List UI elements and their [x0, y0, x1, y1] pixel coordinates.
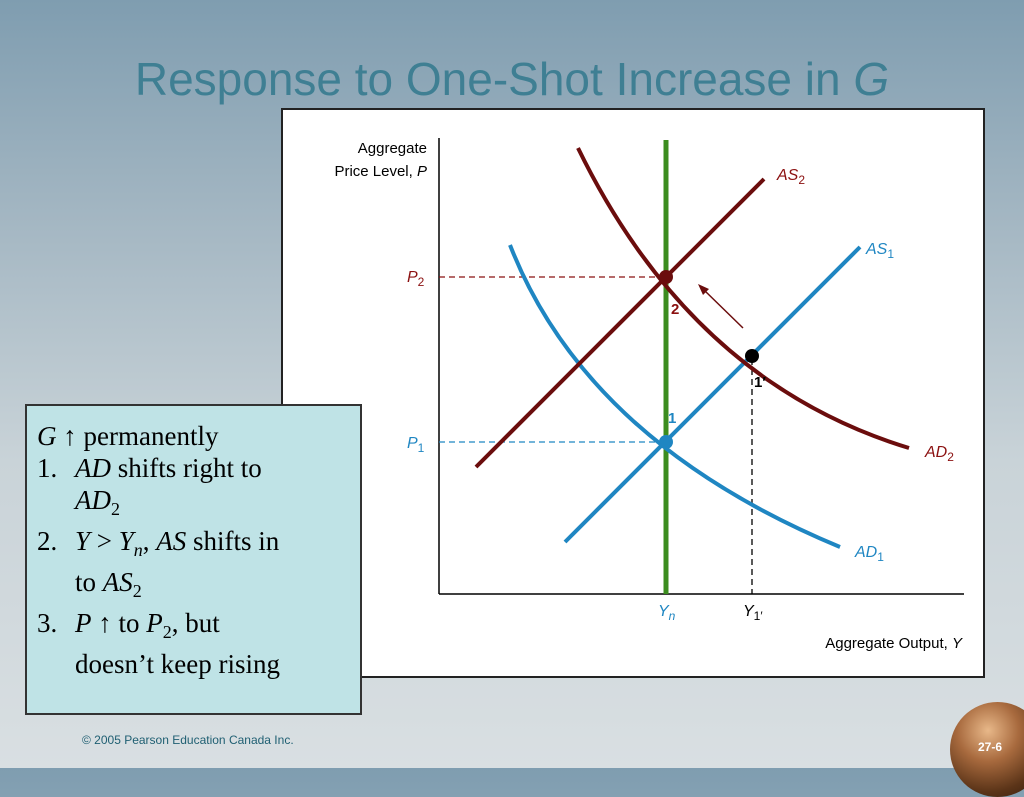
notes-item3-var: P [75, 608, 92, 638]
yn-label: Yn [658, 603, 676, 623]
notes-item1-num: 1. [37, 453, 58, 483]
notes-item2-cont-sub: 2 [132, 581, 142, 601]
y-axis-label-line2: Price Level, P [334, 163, 427, 180]
notes-item2-y: Y [75, 526, 91, 556]
as1-curve [563, 245, 862, 544]
notes-item-3-cont: doesn’t keep rising [37, 648, 350, 680]
notes-item1-var: AD [75, 453, 111, 483]
ad1-label: AD1 [854, 544, 884, 564]
notes-item-3: 3. P ↑ to P2, but [37, 607, 350, 648]
notes-item-2-cont: to AS2 [37, 566, 350, 607]
up-arrow-icon-2: ↑ [91, 608, 112, 638]
notes-item3-cont-text: doesn’t keep rising [75, 649, 280, 679]
y-axis-label-text: Price Level, [334, 163, 417, 180]
notes-item2-text: shifts in [186, 526, 280, 556]
y1prime-label: Y1′ [743, 603, 763, 623]
ad2-label: AD2 [924, 444, 954, 464]
y-axis-label-var: P [417, 163, 427, 180]
notes-item1-cont-sub: 2 [111, 499, 120, 519]
notes-item2-as: AS [156, 526, 187, 556]
notes-line-1: G ↑ permanently [37, 420, 350, 452]
point-1prime-label: 1′ [754, 374, 766, 391]
as2-curve [474, 177, 766, 469]
p1-label-sub: 1 [418, 441, 425, 455]
as1-label-main: AS [865, 241, 888, 258]
notes-item3-num: 3. [37, 608, 58, 638]
page-number: 27-6 [978, 740, 1003, 754]
notes-item-2: 2. Y > Yn, AS shifts in [37, 525, 350, 566]
notes-item2-cont-text: to [75, 567, 103, 597]
x-axis-label-text: Aggregate Output, [825, 635, 952, 652]
as1-label-sub: 1 [887, 247, 894, 261]
movement-arrow-head [698, 284, 709, 295]
notes-item3-p2: P [146, 608, 163, 638]
equilibrium-point-1 [659, 435, 673, 449]
slide-title-text: Response to One-Shot Increase in [134, 53, 854, 105]
movement-arrow-shaft [703, 289, 744, 329]
notes-line1-text: permanently [76, 421, 219, 451]
slide-title-variable: G [853, 53, 890, 105]
p1-label-main: P [407, 435, 418, 452]
point-2-label: 2 [671, 301, 679, 318]
notes-item2-yn-sub: n [133, 540, 143, 560]
notes-item3-text2: , but [171, 608, 220, 638]
notes-item-1: 1. AD shifts right to [37, 452, 350, 484]
notes-item2-gt: > [90, 526, 119, 556]
notes-item1-cont-var: AD [75, 485, 111, 515]
equilibrium-point-1prime [745, 349, 759, 363]
notes-box: G ↑ permanently 1. AD shifts right to AD2… [25, 404, 362, 715]
ad1-curve [508, 244, 841, 549]
equilibrium-point-2 [659, 270, 673, 284]
as2-label-main: AS [776, 167, 799, 184]
notes-item1-text: shifts right to [111, 453, 262, 483]
yn-label-main: Y [658, 603, 670, 620]
notes-item2-num: 2. [37, 526, 58, 556]
graph-panel: Aggregate Price Level, P Aggregate Outpu… [281, 108, 985, 678]
ad-as-diagram: Aggregate Price Level, P Aggregate Outpu… [334, 138, 964, 652]
x-axis-label-var: Y [952, 635, 963, 652]
x-axis-label: Aggregate Output, Y [825, 635, 963, 652]
as1-label: AS1 [865, 241, 894, 261]
copyright-notice: © 2005 Pearson Education Canada Inc. [82, 733, 294, 747]
notes-item3-p2-sub: 2 [162, 622, 172, 642]
ad1-label-sub: 1 [877, 550, 884, 564]
p2-label-main: P [407, 269, 418, 286]
y-axis-label-line1: Aggregate [358, 140, 427, 157]
notes-item2-comma: , [142, 526, 157, 556]
y1prime-label-sub: 1′ [754, 609, 764, 623]
ad2-label-sub: 2 [947, 450, 954, 464]
notes-item3-text1: to [111, 608, 147, 638]
as2-label: AS2 [776, 167, 805, 187]
point-1-label: 1 [668, 410, 676, 427]
notes-g-var: G [37, 421, 57, 451]
p2-label-sub: 2 [418, 275, 425, 289]
p1-label: P1 [407, 435, 425, 455]
ad2-curve [576, 147, 910, 450]
as2-label-sub: 2 [798, 173, 805, 187]
p2-label: P2 [407, 269, 425, 289]
y1prime-label-main: Y [743, 603, 755, 620]
ad2-label-main: AD [924, 444, 948, 461]
ad1-label-main: AD [854, 544, 878, 561]
yn-label-sub: n [669, 609, 676, 623]
notes-item2-yn: Y [118, 526, 134, 556]
notes-item2-cont-var: AS [102, 567, 133, 597]
slide-title: Response to One-Shot Increase in G [0, 52, 1024, 106]
up-arrow-icon: ↑ [63, 421, 77, 451]
notes-item-1-cont: AD2 [37, 484, 350, 525]
